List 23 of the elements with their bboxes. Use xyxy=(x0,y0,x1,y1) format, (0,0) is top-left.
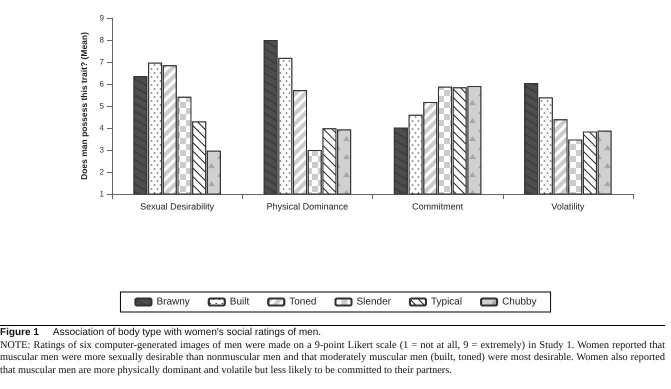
x-tick-label: Physical Dominance xyxy=(266,202,348,212)
text: Association of body type with women's social ratings of men. xyxy=(52,327,322,338)
y-tick-label: 7 xyxy=(100,58,105,66)
x-tick-label: Volatility xyxy=(551,202,585,212)
legend-label: Built xyxy=(230,296,250,308)
caption: Figure 1 xyxy=(0,327,39,338)
legend-label: Toned xyxy=(289,296,316,308)
legend-label: Slender xyxy=(356,296,392,308)
y-tick-label: 8 xyxy=(100,36,105,44)
legend-label: Chubby xyxy=(502,296,537,308)
y-tick-label: 1 xyxy=(100,190,105,198)
legend-label: Brawny xyxy=(156,296,190,308)
y-tick-label: 3 xyxy=(100,146,105,154)
legend-label: Typical xyxy=(430,296,462,308)
y-tick-label: 9 xyxy=(100,14,105,22)
y-tick-label: 6 xyxy=(100,80,105,88)
y-tick-label: 2 xyxy=(100,168,105,176)
x-tick-label: Sexual Desirability xyxy=(140,202,215,212)
text: NOTE: Ratings of six computer-generated images of men were made on a 9-point Likert scale (1 = not at all, 9 = extremely) in Study 1. Women reported that muscular men were more sexually desirable than nonmuscular men and that moderately muscular men (built, toned) were most desirable. Women also reported that muscular men are more physically dominant and volatile but less likely to be committed to their partners. xyxy=(0,340,665,377)
y-tick-label: 4 xyxy=(100,124,105,132)
x-tick-label: Commitment xyxy=(412,202,464,212)
y-tick-label: 5 xyxy=(100,102,105,110)
y-axis-title: Does man possess this trait? (Mean) xyxy=(79,32,90,180)
